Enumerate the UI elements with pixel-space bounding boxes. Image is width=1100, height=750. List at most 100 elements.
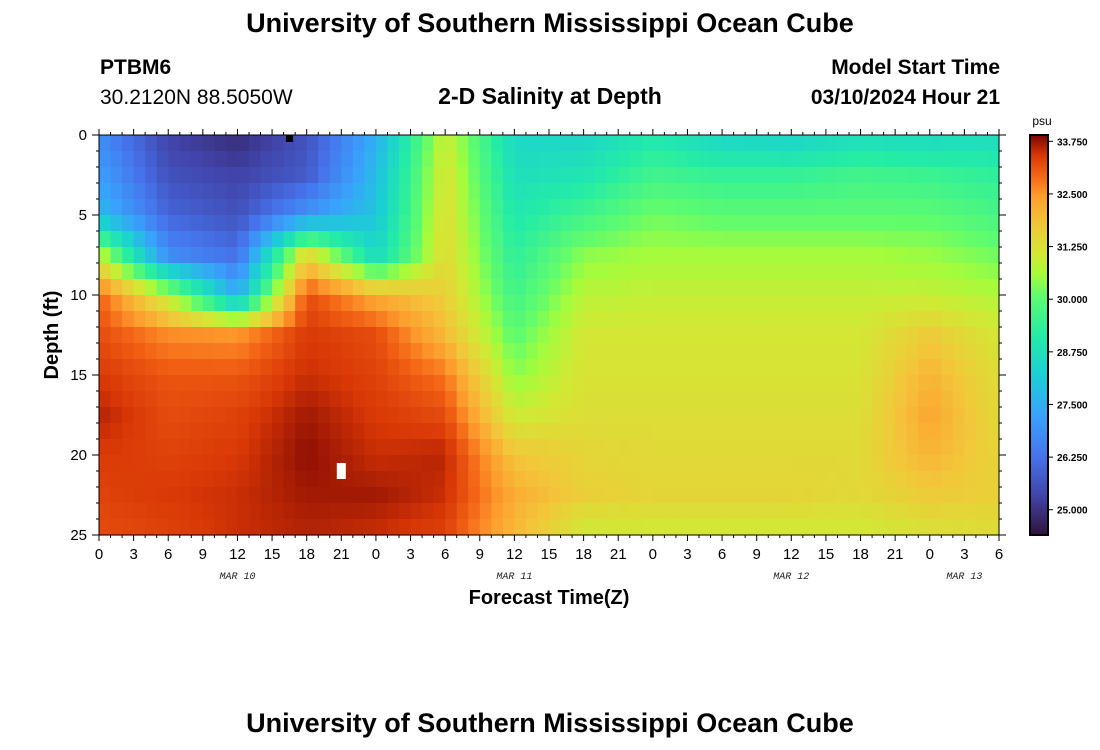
heatmap-cell bbox=[606, 487, 619, 504]
heatmap-cell bbox=[202, 167, 215, 184]
heatmap-cell bbox=[756, 167, 769, 184]
heatmap-cell bbox=[699, 263, 712, 280]
heatmap-cell bbox=[722, 295, 735, 312]
heatmap-cell bbox=[595, 519, 608, 536]
heatmap-cell bbox=[225, 487, 239, 504]
heatmap-cell bbox=[387, 215, 400, 232]
heatmap-cell bbox=[664, 343, 677, 360]
heatmap-cell bbox=[641, 471, 654, 488]
heatmap-cell bbox=[341, 247, 354, 264]
heatmap-cell bbox=[329, 183, 342, 200]
heatmap-cell bbox=[733, 471, 746, 488]
y-tick-label: 25 bbox=[70, 527, 87, 544]
heatmap-cell bbox=[110, 215, 123, 232]
heatmap-cell bbox=[156, 359, 169, 376]
heatmap-cell bbox=[606, 423, 619, 440]
heatmap-cell bbox=[514, 407, 527, 424]
heatmap-cell bbox=[145, 359, 158, 376]
heatmap-cell bbox=[872, 135, 885, 152]
x-tick-label: 9 bbox=[476, 546, 484, 563]
heatmap-cell bbox=[929, 263, 942, 280]
heatmap-cell bbox=[814, 135, 827, 152]
heatmap-cell bbox=[941, 311, 954, 328]
heatmap-cell bbox=[295, 327, 308, 344]
heatmap-cell bbox=[629, 455, 642, 472]
heatmap-cell bbox=[549, 423, 562, 440]
heatmap-cell bbox=[745, 487, 758, 504]
heatmap-cell bbox=[110, 503, 123, 520]
heatmap-cell bbox=[756, 263, 769, 280]
heatmap-cell bbox=[537, 199, 550, 216]
heatmap-cell bbox=[375, 167, 389, 184]
heatmap-cell bbox=[906, 407, 919, 424]
heatmap-cell bbox=[249, 215, 262, 232]
heatmap-cell bbox=[791, 279, 804, 296]
heatmap-cell bbox=[110, 455, 123, 472]
heatmap-cell bbox=[687, 343, 700, 360]
heatmap-cell bbox=[710, 487, 723, 504]
heatmap-cell bbox=[468, 471, 481, 488]
heatmap-cell bbox=[110, 231, 123, 248]
heatmap-cell bbox=[641, 375, 654, 392]
heatmap-cell bbox=[145, 407, 158, 424]
heatmap-cell bbox=[849, 247, 862, 264]
heatmap-cell bbox=[675, 439, 689, 456]
heatmap-cell bbox=[687, 247, 700, 264]
heatmap-cell bbox=[791, 343, 804, 360]
heatmap-cell bbox=[814, 295, 827, 312]
heatmap-cell bbox=[860, 407, 873, 424]
heatmap-cell bbox=[352, 183, 365, 200]
heatmap-cell bbox=[410, 391, 423, 408]
heatmap-cell bbox=[295, 487, 308, 504]
heatmap-cell bbox=[468, 247, 481, 264]
heatmap-cell bbox=[860, 199, 873, 216]
heatmap-cell bbox=[860, 327, 873, 344]
heatmap-cell bbox=[595, 423, 608, 440]
chart-subtitle: 2-D Salinity at Depth bbox=[438, 83, 662, 109]
heatmap-cell bbox=[122, 135, 135, 152]
heatmap-cell bbox=[895, 407, 908, 424]
heatmap-cell bbox=[779, 455, 792, 472]
heatmap-cell bbox=[214, 295, 227, 312]
heatmap-cell bbox=[722, 167, 735, 184]
heatmap-cell bbox=[849, 215, 862, 232]
heatmap-cell bbox=[399, 231, 412, 248]
heatmap-cell bbox=[699, 407, 712, 424]
heatmap-cell bbox=[156, 519, 169, 536]
heatmap-cell bbox=[779, 327, 792, 344]
heatmap-cell bbox=[595, 327, 608, 344]
heatmap-cell bbox=[895, 423, 908, 440]
heatmap-cell bbox=[849, 439, 862, 456]
heatmap-cell bbox=[491, 439, 504, 456]
heatmap-cell bbox=[145, 231, 158, 248]
heatmap-cell bbox=[202, 295, 215, 312]
heatmap-cell bbox=[306, 519, 319, 536]
heatmap-cell bbox=[699, 359, 712, 376]
heatmap-cell bbox=[652, 183, 665, 200]
heatmap-cell bbox=[941, 487, 954, 504]
heatmap-cell bbox=[549, 215, 562, 232]
heatmap-cell bbox=[572, 455, 585, 472]
heatmap-cell bbox=[479, 487, 492, 504]
heatmap-cell bbox=[168, 167, 181, 184]
heatmap-cell bbox=[249, 439, 262, 456]
heatmap-cell bbox=[664, 231, 677, 248]
heatmap-cell bbox=[895, 343, 908, 360]
heatmap-cell bbox=[306, 503, 319, 520]
heatmap-cell bbox=[525, 295, 539, 312]
heatmap-cell bbox=[99, 167, 112, 184]
heatmap-cell bbox=[410, 375, 423, 392]
heatmap-cell bbox=[664, 151, 677, 168]
heatmap-cell bbox=[664, 263, 677, 280]
heatmap-cell bbox=[722, 391, 735, 408]
heatmap-cell bbox=[664, 359, 677, 376]
heatmap-cell bbox=[825, 455, 839, 472]
heatmap-cell bbox=[456, 487, 469, 504]
heatmap-cell bbox=[583, 391, 596, 408]
heatmap-cell bbox=[664, 487, 677, 504]
heatmap-cell bbox=[802, 295, 815, 312]
heatmap-cell bbox=[99, 311, 112, 328]
heatmap-cell bbox=[410, 295, 423, 312]
heatmap-cell bbox=[133, 279, 146, 296]
heatmap-cell bbox=[295, 151, 308, 168]
